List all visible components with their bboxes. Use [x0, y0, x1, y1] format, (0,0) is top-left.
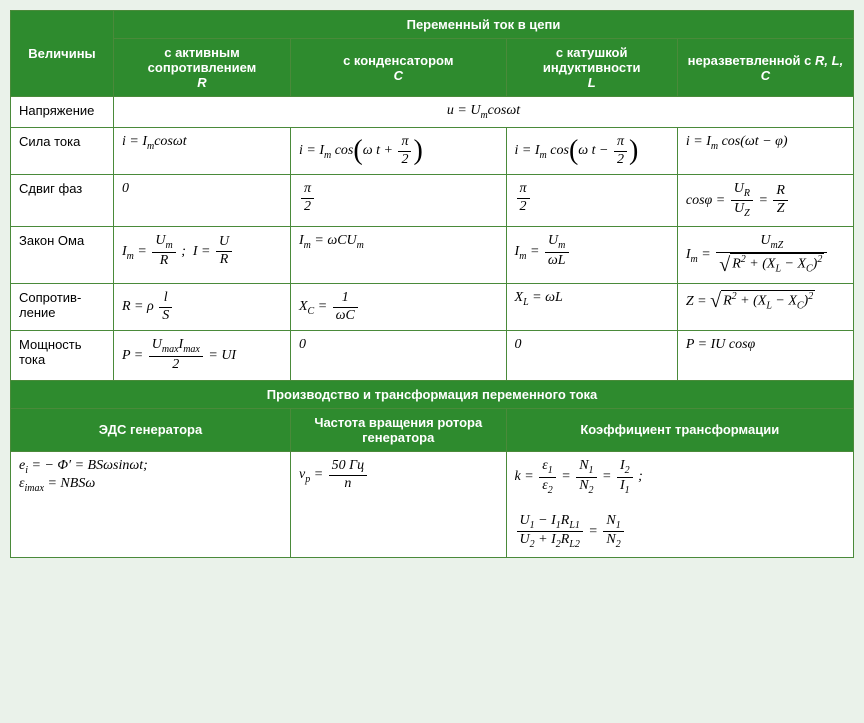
cell-res-l: XL = ωL [506, 283, 677, 331]
label-current: Сила тока [11, 127, 114, 175]
label-resistance: Сопротив-ление [11, 283, 114, 331]
row-generation: ei = − Φ′ = BSωsinωt; εimax = NBSω νp = … [11, 451, 854, 557]
cell-phase-r: 0 [113, 175, 290, 227]
cell-res-rlc: Z = R2 + (XL − XC)2 [677, 283, 853, 331]
label-voltage: Напряжение [11, 97, 114, 128]
cell-phase-l: π2 [506, 175, 677, 227]
col-header-r: с активным сопротивлениемR [113, 39, 290, 97]
label-ohm: Закон Ома [11, 226, 114, 283]
cell-voltage-formula: u = Umcosωt [113, 97, 853, 128]
row-phase: Сдвиг фаз 0 π2 π2 cosφ = URUZ = RZ [11, 175, 854, 227]
cell-power-rlc: P = IU cosφ [677, 331, 853, 381]
cell-res-r: R = ρ lS [113, 283, 290, 331]
section2-header: Производство и трансформация переменного… [11, 380, 854, 408]
ac-circuit-table: Величины Переменный ток в цепи с активны… [10, 10, 854, 558]
col-header-rlc: неразветвленной с R, L, C [677, 39, 853, 97]
label-power: Мощность тока [11, 331, 114, 381]
col-header-emf: ЭДС генератора [11, 408, 291, 451]
cell-res-c: XC = 1ωC [290, 283, 506, 331]
row-ohm: Закон Ома Im = UmR ; I = UR Im = ωCUm Im… [11, 226, 854, 283]
cell-trans: k = ε1ε2 = N1N2 = I2I1 ; U1 − I1RL1U2 + … [506, 451, 853, 557]
cell-ohm-c: Im = ωCUm [290, 226, 506, 283]
cell-ohm-r: Im = UmR ; I = UR [113, 226, 290, 283]
col-header-trans: Коэффициент трансформации [506, 408, 853, 451]
row-power: Мощность тока P = UmaxImax2 = UI 0 0 P =… [11, 331, 854, 381]
cell-power-r: P = UmaxImax2 = UI [113, 331, 290, 381]
label-phase: Сдвиг фаз [11, 175, 114, 227]
cell-phase-rlc: cosφ = URUZ = RZ [677, 175, 853, 227]
cell-ohm-rlc: Im = UmZR2 + (XL − XC)2 [677, 226, 853, 283]
row-current: Сила тока i = Imcosωt i = Im cos(ω t + π… [11, 127, 854, 175]
cell-ohm-l: Im = UmωL [506, 226, 677, 283]
cell-emf: ei = − Φ′ = BSωsinωt; εimax = NBSω [11, 451, 291, 557]
col-header-l: с катушкой индуктивностиL [506, 39, 677, 97]
cell-current-r: i = Imcosωt [113, 127, 290, 175]
cell-power-l: 0 [506, 331, 677, 381]
cell-power-c: 0 [290, 331, 506, 381]
col-header-c: с конденсаторомC [290, 39, 506, 97]
row-voltage: Напряжение u = Umcosωt [11, 97, 854, 128]
col-header-quantities: Величины [11, 11, 114, 97]
col-header-freq: Частота вращения ротора генератора [290, 408, 506, 451]
row-resistance: Сопротив-ление R = ρ lS XC = 1ωC XL = ωL… [11, 283, 854, 331]
cell-freq: νp = 50 Гцn [290, 451, 506, 557]
cell-current-rlc: i = Im cos(ωt − φ) [677, 127, 853, 175]
cell-current-l: i = Im cos(ω t − π2) [506, 127, 677, 175]
cell-phase-c: π2 [290, 175, 506, 227]
cell-current-c: i = Im cos(ω t + π2) [290, 127, 506, 175]
col-header-top: Переменный ток в цепи [113, 11, 853, 39]
